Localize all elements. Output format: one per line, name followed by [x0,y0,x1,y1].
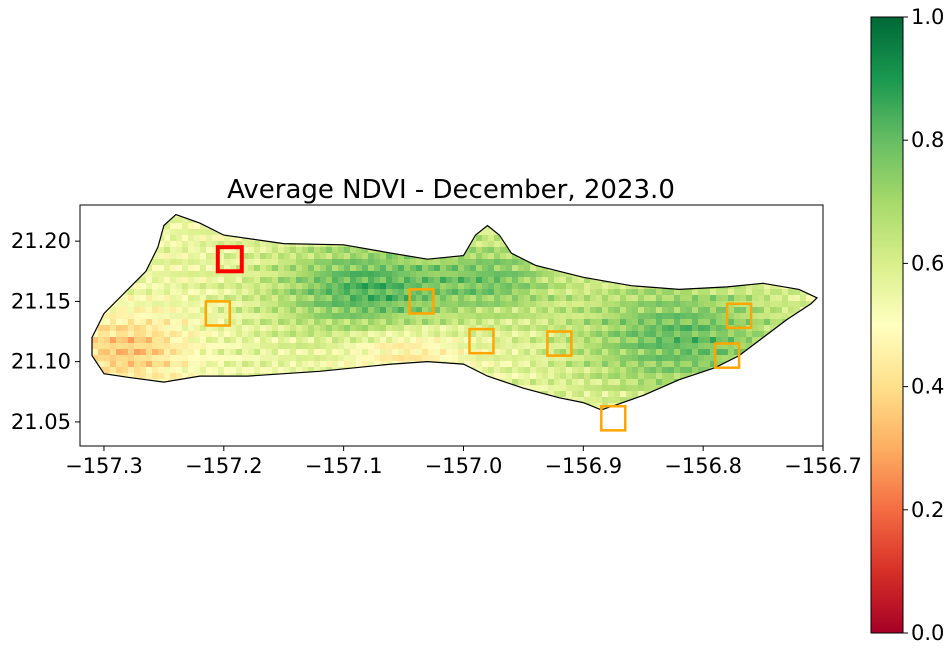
region-box-2 [408,288,435,315]
axes-frame [79,204,824,447]
y-tick-label: 21.10 [11,350,71,374]
plot-area [91,213,819,432]
y-tick-label: 21.15 [11,289,71,313]
island-outline [91,213,819,411]
x-tick-label: −156.9 [544,454,622,478]
x-tick-label: −157.3 [65,454,143,478]
x-tick-label: −156.8 [664,454,742,478]
colorbar-tick-label: 0.6 [911,251,944,275]
highlighted-region-box [215,245,244,274]
colorbar-ticks: 0.0 0.2 0.4 0.6 0.8 1.0 [903,5,944,645]
x-tick-label: −157.0 [425,454,503,478]
y-tick-label: 21.05 [11,410,71,434]
colorbar-tick-label: 0.0 [911,621,944,645]
region-box-4 [546,330,573,357]
colorbar-tick-label: 0.4 [911,375,944,399]
region-box-3 [468,327,495,355]
region-box-1 [204,300,232,327]
x-axis: −157.3 −157.2 −157.1 −157.0 −156.9 −156.8 −156… [65,446,862,478]
y-axis: 21.05 21.10 21.15 21.20 [11,229,80,434]
x-tick-label: −157.1 [305,454,383,478]
colorbar-tick-label: 0.8 [911,128,944,152]
colorbar-bar [870,16,904,634]
colorbar-tick-label: 0.2 [911,498,944,522]
region-box-6 [713,342,741,369]
region-box-5 [600,404,627,432]
x-tick-label: −156.7 [784,454,862,478]
ndvi-raster [92,214,817,410]
colorbar: 0.0 0.2 0.4 0.6 0.8 1.0 [870,5,944,645]
region-box-7 [725,302,753,330]
y-tick-label: 21.20 [11,229,71,253]
colorbar-tick-label: 1.0 [911,5,944,29]
chart-title: Average NDVI - December, 2023.0 [227,175,675,205]
x-tick-label: −157.2 [185,454,263,478]
